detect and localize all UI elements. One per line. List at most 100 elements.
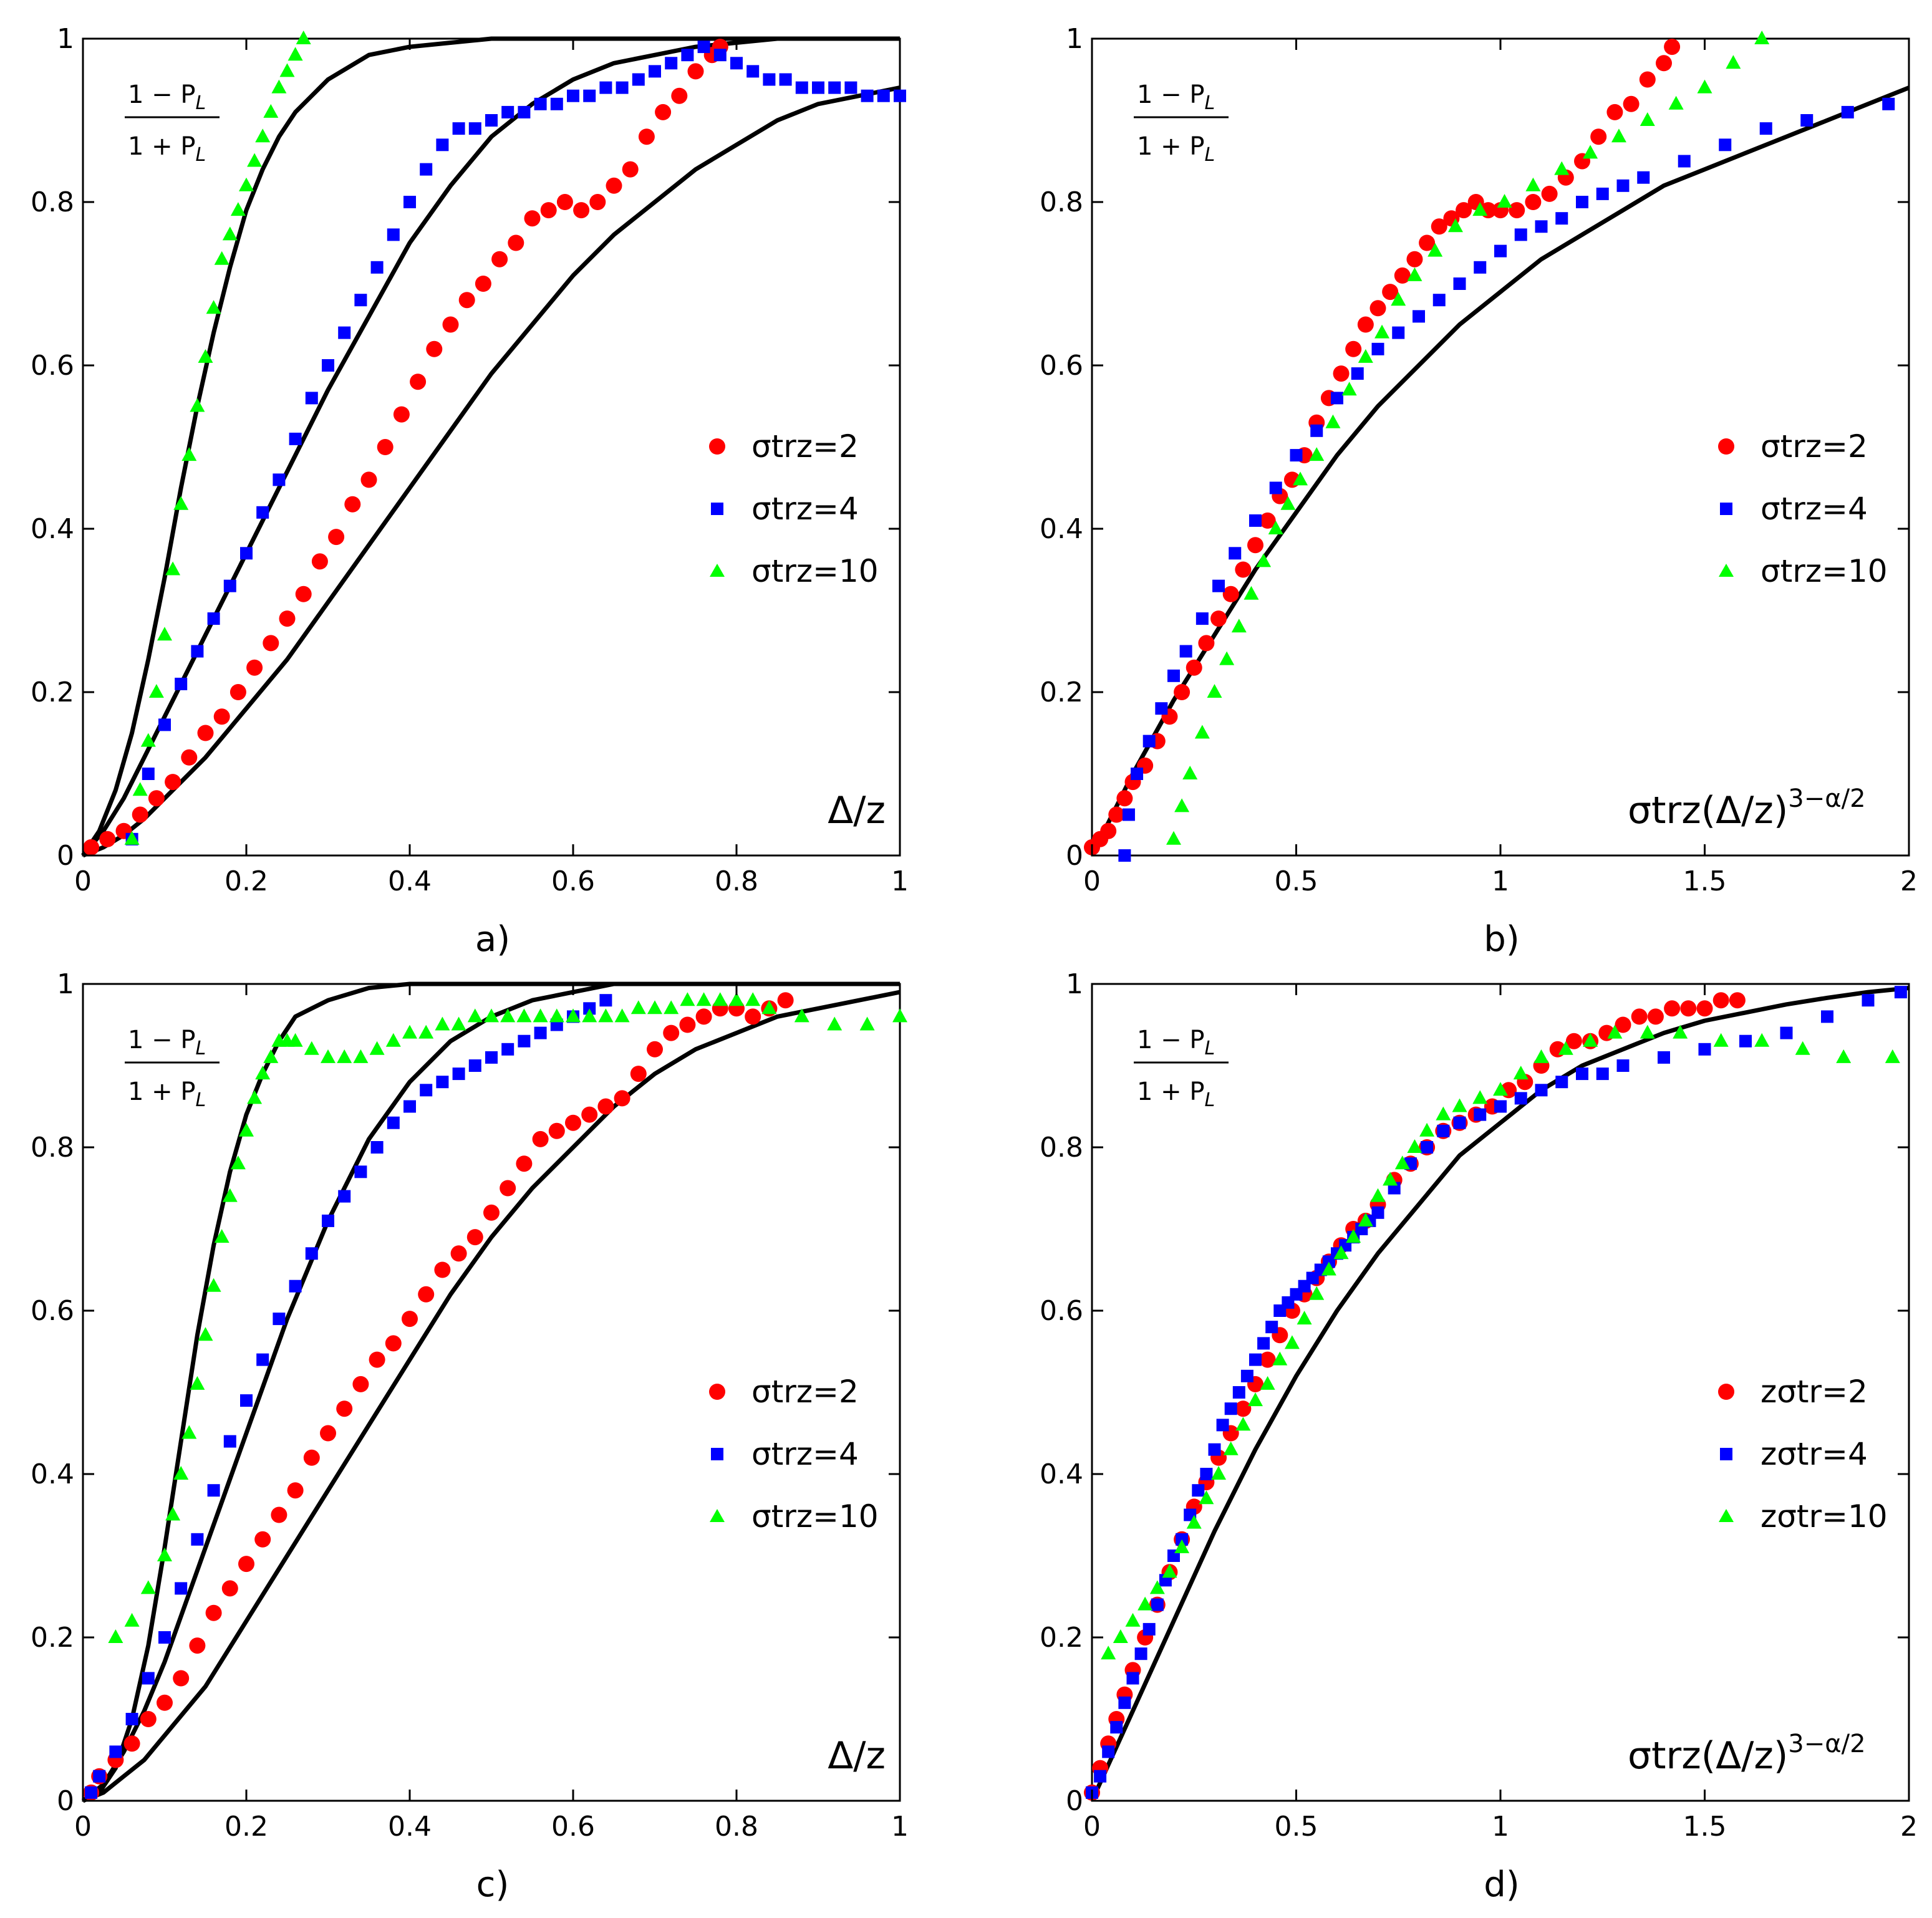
series-3-point (1260, 1376, 1275, 1390)
series-2-point (93, 1770, 106, 1783)
series-2-point (85, 1786, 98, 1799)
series-2-point (1331, 392, 1343, 405)
panel-label: a) (475, 919, 510, 960)
legend-marker-1 (1718, 1384, 1734, 1400)
legend-label-3: σtrz=10 (1761, 553, 1888, 589)
series-1-point (287, 1482, 304, 1499)
series-3-point (124, 831, 140, 845)
series-2-point (550, 97, 563, 110)
x-tick-label: 2 (1900, 865, 1918, 897)
legend-label-3: σtrz=10 (751, 553, 879, 589)
series-2-point (894, 89, 906, 102)
series-1-point (173, 1670, 190, 1687)
series-3-point (1333, 1245, 1349, 1260)
series-3-point (1223, 1441, 1239, 1455)
series-3-point (206, 300, 221, 314)
series-2-point (1265, 1321, 1278, 1334)
x-tick-label: 0 (74, 1811, 92, 1843)
series-3-point (287, 47, 303, 61)
series-3-point (271, 79, 287, 94)
series-2-point (109, 1745, 122, 1758)
panel-label: c) (476, 1864, 510, 1905)
series-3-point (157, 1548, 172, 1561)
series-3-point (614, 1008, 630, 1023)
series-3-point (1493, 1082, 1508, 1096)
series-1-point (1369, 300, 1386, 317)
series-2-point (1179, 645, 1192, 658)
series-3-point (1244, 586, 1259, 600)
series-1-point (311, 553, 328, 570)
series-1-point (279, 610, 296, 627)
series-2-point (1894, 986, 1907, 999)
panel-a: 0 0.2 0.4 0.6 0.8 1 0 0.2 0.4 0.6 0.8 1 1 − PL 1 + … (31, 23, 909, 960)
series-2-point (273, 473, 286, 486)
series-2-point (1616, 179, 1630, 192)
series-3-point (108, 1629, 123, 1643)
series-1-point (344, 496, 361, 513)
series-2-point (1494, 1100, 1507, 1113)
series-2-point (518, 1034, 531, 1048)
series-3-point (1207, 684, 1222, 698)
series-3-point (206, 1278, 221, 1292)
series-3-point (1611, 128, 1626, 143)
y-tick-label: 1 (1066, 23, 1083, 55)
series-3-point (1640, 1024, 1655, 1039)
series-1-point (1509, 202, 1525, 219)
series-2-point (861, 89, 874, 102)
series-1-point (189, 1637, 206, 1654)
series-2-point (1474, 261, 1487, 274)
legend: σtrz=2 σtrz=4 σtrz=10 (709, 428, 879, 589)
series-3-point (140, 733, 156, 747)
series-3-point (1321, 1261, 1336, 1276)
series-2-point (1678, 155, 1691, 168)
series-2-point (567, 89, 579, 102)
series-3-point (566, 1008, 581, 1023)
series-1-point (303, 1449, 320, 1466)
series-2-point (1637, 171, 1650, 184)
series-2-point (713, 49, 727, 62)
x-axis-label: Δ/z (828, 1734, 886, 1778)
x-tick-label: 0.4 (388, 865, 432, 897)
x-axis-label: σtrz(Δ/z)3−α/2 (1628, 784, 1866, 832)
series-3-point (467, 1008, 483, 1023)
series-3-point (247, 1090, 263, 1104)
series-3-point (1472, 1090, 1488, 1104)
series-1-point (466, 1229, 483, 1246)
series-2-point (436, 1076, 449, 1089)
series-1-point (238, 1556, 254, 1573)
series-1-point (581, 1106, 598, 1123)
series-1-point (205, 1604, 222, 1621)
series-2-point (1131, 768, 1144, 780)
series-1-point (573, 202, 590, 219)
series-1-point (213, 708, 230, 725)
legend: σtrz=2 σtrz=4 σtrz=10 (1718, 428, 1888, 589)
series-2-point (681, 49, 694, 62)
legend-label-3: zσtr=10 (1761, 1498, 1888, 1535)
series-1-point (1357, 316, 1374, 333)
series-3-point (630, 1000, 646, 1014)
series-3-point (1370, 1188, 1386, 1202)
y-tick-label: 0 (57, 1785, 74, 1817)
series-3-point (1219, 651, 1235, 665)
series-1-point (1664, 39, 1681, 55)
series-1-point (606, 177, 622, 194)
legend-label-2: σtrz=4 (751, 491, 859, 527)
series-3-point (1182, 766, 1198, 779)
series-1-point (1235, 1400, 1252, 1417)
y-axis-label: 1 − PL 1 + PL (125, 80, 220, 166)
series-2-point (191, 1533, 204, 1546)
series-3-point (230, 202, 246, 216)
series-1-point (221, 1580, 238, 1597)
series-3-point (1113, 1629, 1128, 1643)
series-2-point (452, 1067, 465, 1081)
series-3-point (1583, 1033, 1598, 1047)
series-2-point (1437, 1124, 1450, 1137)
series-3-point (255, 128, 271, 143)
series-2-point (1212, 579, 1225, 592)
x-tick-label: 0.8 (715, 865, 758, 897)
y-tick-label: 0.8 (1040, 1132, 1083, 1164)
series-3-point (1280, 496, 1296, 510)
x-tick-label: 1 (891, 865, 909, 897)
series-2-point (256, 506, 269, 519)
series-3-point (1713, 1033, 1729, 1047)
